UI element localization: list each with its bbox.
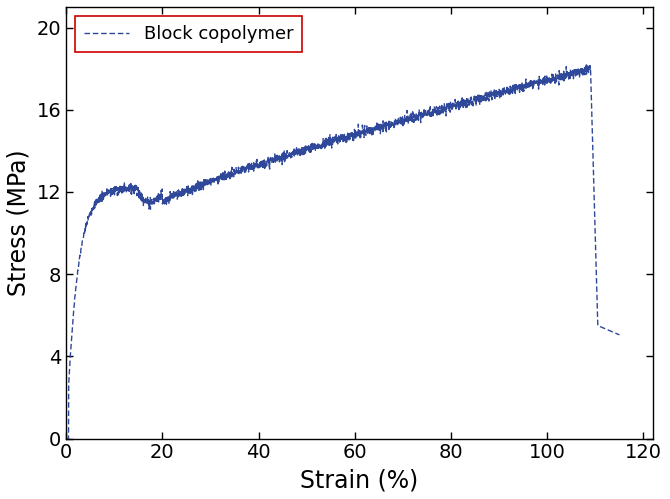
Y-axis label: Stress (MPa): Stress (MPa) xyxy=(7,150,31,296)
X-axis label: Strain (%): Strain (%) xyxy=(300,468,419,492)
Legend: Block copolymer: Block copolymer xyxy=(75,16,302,52)
